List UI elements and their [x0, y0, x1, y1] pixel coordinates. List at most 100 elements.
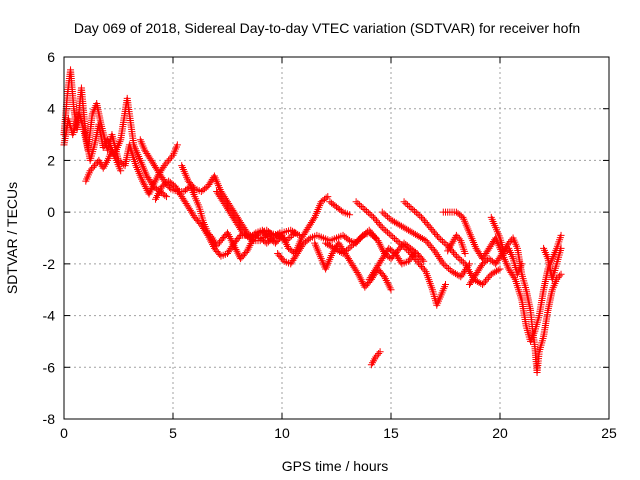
data-point	[420, 266, 428, 274]
data-point	[410, 251, 418, 259]
data-point	[375, 220, 383, 228]
data-point	[418, 256, 426, 264]
data-point	[429, 245, 437, 253]
data-point	[371, 215, 379, 223]
data-point	[434, 232, 442, 240]
data-point	[455, 235, 463, 243]
data-point	[352, 198, 360, 206]
data-point	[502, 248, 510, 256]
data-point	[420, 217, 428, 225]
data-point	[400, 198, 408, 206]
data-point	[556, 272, 564, 280]
data-point	[367, 228, 375, 236]
data-point	[396, 239, 404, 247]
chart-title: Day 069 of 2018, Sidereal Day-to-day VTE…	[74, 20, 580, 36]
data-point	[439, 260, 447, 268]
data-point	[412, 209, 420, 217]
data-point	[414, 210, 422, 218]
data-point	[452, 231, 460, 239]
data-point	[454, 233, 462, 241]
data-point	[496, 265, 504, 273]
data-point	[268, 230, 276, 238]
data-point	[324, 193, 332, 201]
data-point	[88, 165, 96, 173]
data-point	[341, 248, 349, 256]
data-point	[429, 227, 437, 235]
data-point	[557, 244, 565, 252]
data-point	[372, 217, 380, 225]
data-point	[214, 240, 222, 248]
data-point	[423, 238, 431, 246]
data-point	[449, 249, 457, 257]
data-point	[419, 215, 427, 223]
data-point	[422, 237, 430, 245]
series-sat15	[365, 244, 419, 283]
data-point	[442, 240, 450, 248]
data-point	[294, 230, 302, 238]
x-tick-label: 0	[60, 425, 68, 441]
data-point	[203, 230, 211, 238]
series-sat21	[367, 348, 384, 369]
data-point	[432, 231, 440, 239]
data-point	[455, 272, 463, 280]
data-point	[500, 250, 508, 258]
data-point	[399, 242, 407, 250]
data-point	[373, 351, 381, 359]
data-point	[370, 213, 378, 221]
data-point	[117, 167, 125, 175]
data-point	[423, 220, 431, 228]
data-point	[305, 235, 313, 243]
data-point	[458, 257, 466, 265]
data-point	[173, 141, 181, 149]
data-point	[372, 235, 380, 243]
data-point	[484, 274, 492, 282]
x-tick-label: 20	[492, 425, 508, 441]
data-point	[557, 231, 565, 239]
data-point	[411, 207, 419, 215]
data-point	[392, 236, 400, 244]
data-point	[405, 202, 413, 210]
data-point	[416, 261, 424, 269]
data-point	[322, 194, 330, 202]
data-point	[443, 263, 451, 271]
data-point	[377, 222, 385, 230]
data-point	[404, 201, 412, 209]
data-point	[557, 270, 565, 278]
data-point	[374, 218, 382, 226]
data-point	[375, 349, 383, 357]
data-point	[438, 237, 446, 245]
data-point	[348, 242, 356, 250]
data-point	[163, 158, 171, 166]
series-sat3	[82, 146, 125, 185]
series-sat18	[465, 234, 565, 376]
data-point	[235, 233, 243, 241]
plot-frame	[63, 56, 610, 420]
data-point	[411, 250, 419, 258]
data-point	[456, 255, 464, 263]
data-point	[364, 209, 372, 217]
data-point	[351, 239, 359, 247]
data-point	[479, 281, 487, 289]
data-point	[371, 233, 379, 241]
data-point	[441, 261, 449, 269]
y-tick-label: -8	[43, 411, 56, 427]
data-point	[350, 240, 358, 248]
data-point	[435, 234, 443, 242]
data-point	[418, 262, 426, 270]
series-sat6	[178, 162, 303, 242]
data-point	[378, 224, 386, 232]
series-sat16	[444, 231, 469, 258]
series-sat13	[378, 208, 473, 281]
data-point	[390, 235, 398, 243]
data-point	[359, 204, 367, 212]
data-point	[162, 160, 170, 168]
data-point	[481, 277, 489, 285]
data-point	[494, 266, 502, 274]
data-point	[160, 162, 168, 170]
data-point	[382, 211, 390, 219]
data-point	[442, 281, 449, 289]
data-point	[354, 199, 362, 207]
data-point	[339, 250, 347, 258]
y-tick-label: -6	[43, 359, 56, 375]
